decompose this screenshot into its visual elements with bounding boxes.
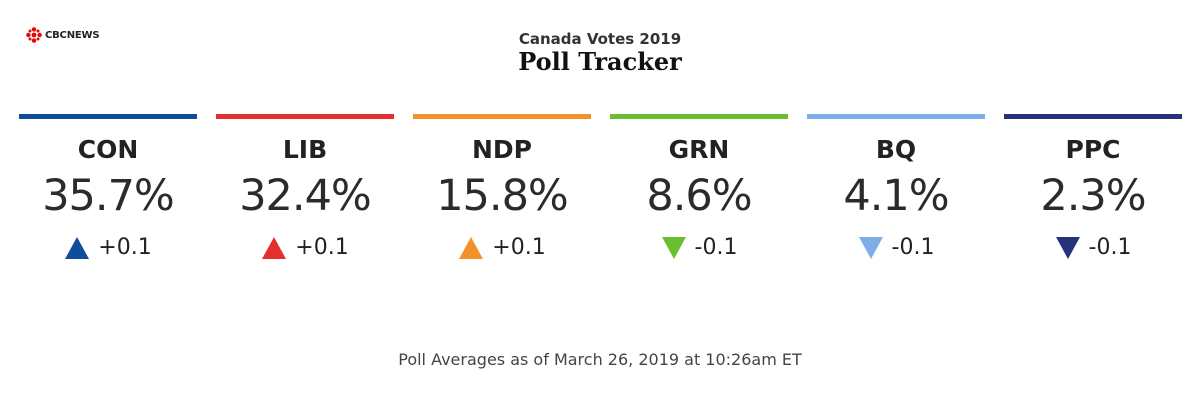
party-change-grn: -0.1 (610, 235, 788, 261)
cbc-gem-icon (26, 27, 42, 43)
triangle-up-icon-con (65, 237, 90, 259)
party-color-bar-grn (610, 114, 788, 119)
party-value-bq: 4.1% (843, 171, 949, 221)
chart-subtitle: Canada Votes 2019 (518, 30, 682, 48)
triangle-down-icon-grn (661, 237, 686, 259)
poll-date-footer: Poll Averages as of March 26, 2019 at 10… (398, 350, 802, 369)
triangle-up-icon-ndp (459, 237, 484, 259)
party-change-ndp: +0.1 (413, 235, 591, 261)
party-change-value-grn: -0.1 (694, 235, 738, 260)
party-color-bar-ndp (413, 114, 591, 119)
chart-title: Poll Tracker (518, 47, 682, 76)
party-value-ndp: 15.8% (436, 171, 569, 221)
party-change-value-ppc: -0.1 (1088, 235, 1132, 260)
party-change-value-ndp: +0.1 (492, 235, 546, 260)
party-name-ndp: NDP (472, 135, 532, 164)
party-color-bar-lib (216, 114, 394, 119)
party-change-value-bq: -0.1 (891, 235, 935, 260)
party-change-ppc: -0.1 (1004, 235, 1182, 261)
party-color-bar-bq (807, 114, 985, 119)
party-value-con: 35.7% (42, 171, 175, 221)
party-color-bar-con (19, 114, 197, 119)
party-change-lib: +0.1 (216, 235, 394, 261)
party-change-value-con: +0.1 (98, 235, 152, 260)
chart-header: Canada Votes 2019 Poll Tracker (0, 30, 1200, 76)
party-ndp: NDP 15.8% +0.1 (413, 114, 591, 284)
party-ppc: PPC 2.3% -0.1 (1004, 114, 1182, 284)
party-value-lib: 32.4% (239, 171, 372, 221)
party-bq: BQ 4.1% -0.1 (807, 114, 985, 284)
party-grn: GRN 8.6% -0.1 (610, 114, 788, 284)
triangle-up-icon-lib (262, 237, 287, 259)
party-change-value-lib: +0.1 (295, 235, 349, 260)
cbc-brand: CBCNEWS (26, 27, 100, 43)
party-change-bq: -0.1 (807, 235, 985, 261)
party-name-ppc: PPC (1065, 135, 1121, 164)
triangle-down-icon-ppc (1055, 237, 1080, 259)
party-name-grn: GRN (668, 135, 730, 164)
party-value-grn: 8.6% (646, 171, 752, 221)
party-name-bq: BQ (875, 135, 917, 164)
triangle-down-icon-bq (858, 237, 883, 259)
party-name-lib: LIB (282, 135, 328, 164)
party-con: CON 35.7% +0.1 (19, 114, 197, 284)
party-change-con: +0.1 (19, 235, 197, 261)
party-name-con: CON (77, 135, 139, 164)
brand-logo-text: CBCNEWS (45, 29, 100, 41)
party-color-bar-ppc (1004, 114, 1182, 119)
party-value-ppc: 2.3% (1040, 171, 1146, 221)
party-lib: LIB 32.4% +0.1 (216, 114, 394, 284)
